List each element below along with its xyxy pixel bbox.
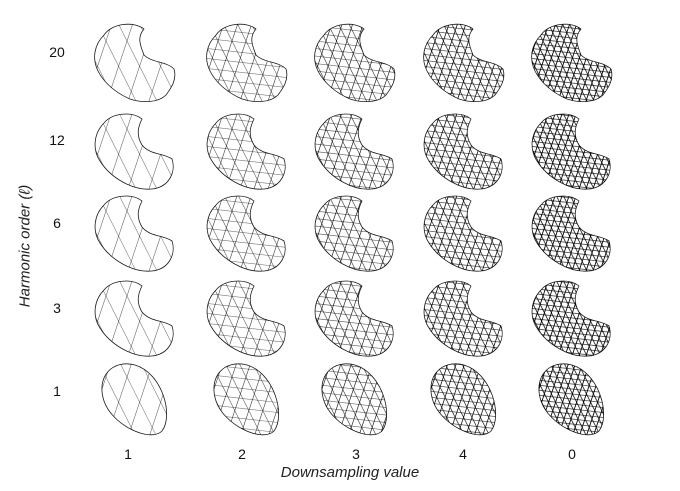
column-label-2: 2 — [238, 446, 246, 462]
column-label-0: 0 — [568, 446, 576, 462]
mesh-cell-r12-c0 — [531, 113, 611, 190]
mesh-cell-r6-c1 — [94, 195, 174, 272]
row-label-20: 20 — [49, 44, 65, 60]
row-label-12: 12 — [49, 132, 65, 148]
mesh-cell-r3-c4 — [423, 280, 503, 357]
row-label-6: 6 — [53, 215, 61, 231]
x-axis-title: Downsampling value — [280, 464, 420, 481]
mesh-cell-r1-c0 — [538, 363, 604, 436]
mesh-cell-r1-c4 — [430, 363, 496, 436]
column-label-1: 1 — [124, 446, 132, 462]
mesh-cell-r1-c3 — [321, 363, 387, 436]
mesh-cell-r1-c2 — [213, 363, 279, 436]
mesh-cell-r12-c1 — [94, 113, 174, 190]
mesh-cell-r3-c1 — [94, 280, 174, 357]
row-label-3: 3 — [53, 300, 61, 316]
mesh-cell-r20-c0 — [531, 23, 613, 103]
mesh-cell-r20-c3 — [314, 23, 396, 103]
mesh-cell-r6-c3 — [314, 195, 394, 272]
column-label-3: 3 — [352, 446, 360, 462]
mesh-cell-r3-c3 — [314, 280, 394, 357]
mesh-cell-r6-c2 — [206, 195, 286, 272]
mesh-cell-r12-c4 — [423, 113, 503, 190]
mesh-cell-r6-c0 — [531, 195, 611, 272]
mesh-cell-r20-c1 — [94, 23, 176, 103]
column-label-4: 4 — [459, 446, 467, 462]
mesh-cell-r3-c0 — [531, 280, 611, 357]
mesh-cell-r20-c4 — [423, 23, 505, 103]
mesh-cell-r12-c2 — [206, 113, 286, 190]
mesh-cell-r20-c2 — [206, 23, 288, 103]
mesh-cell-r6-c4 — [423, 195, 503, 272]
row-label-1: 1 — [53, 383, 61, 399]
y-axis-title: Harmonic order (ℓ) — [16, 184, 34, 308]
mesh-cell-r3-c2 — [206, 280, 286, 357]
mesh-cell-r12-c3 — [314, 113, 394, 190]
mesh-cell-r1-c1 — [101, 363, 167, 436]
